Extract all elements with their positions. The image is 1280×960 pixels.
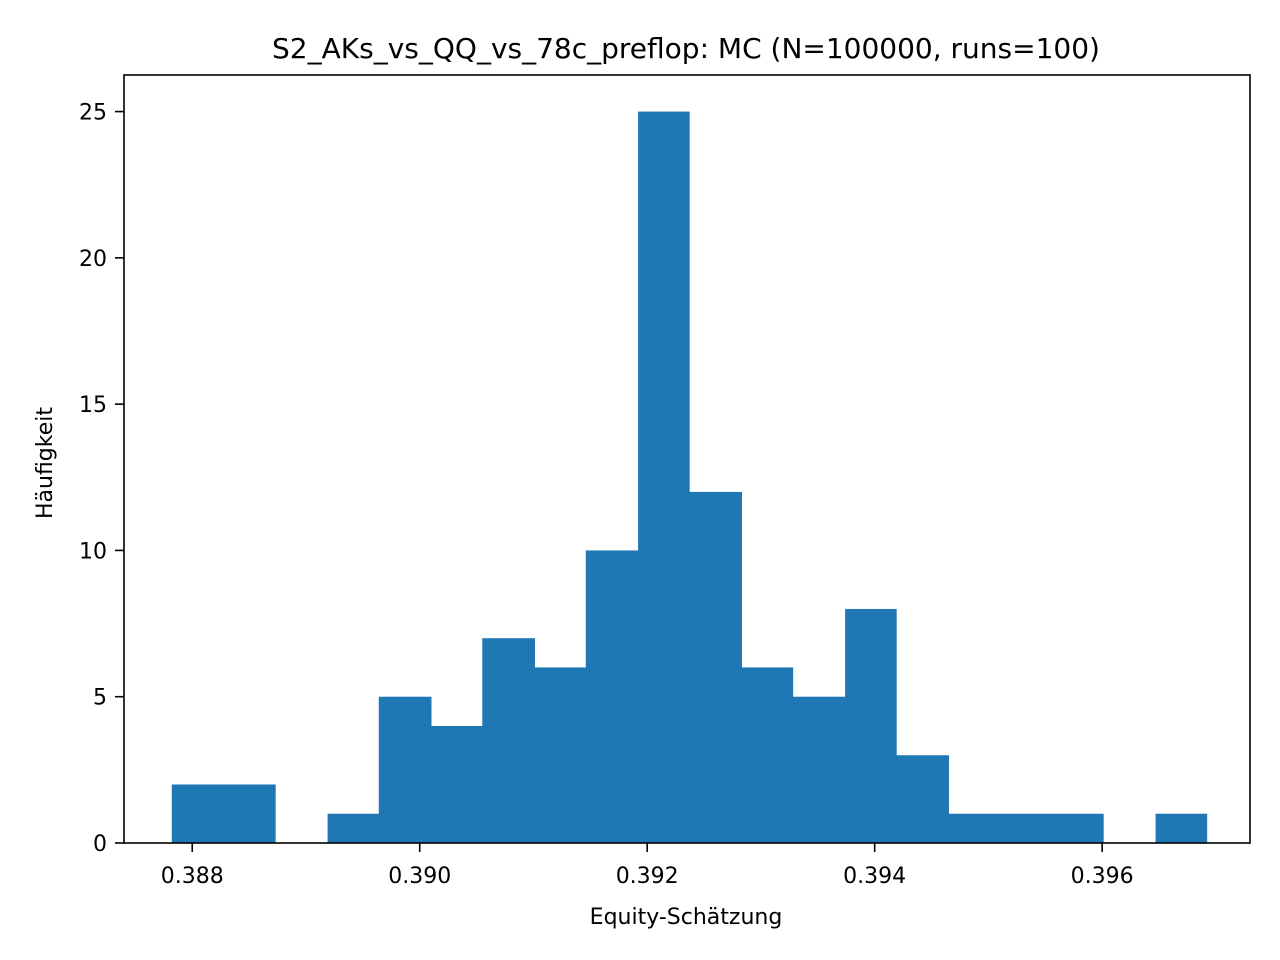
histogram-bar	[948, 813, 1001, 843]
histogram-bar	[741, 667, 794, 843]
histogram-bar	[585, 550, 639, 843]
x-tick-label: 0.388	[161, 864, 224, 889]
histogram-bar	[638, 111, 690, 844]
y-tick-label: 15	[79, 393, 107, 418]
histogram-bar	[378, 696, 432, 843]
y-tick-label: 20	[79, 247, 107, 272]
axes-frame	[123, 74, 1251, 844]
x-axis-ticks: 0.388 0.390 0.392 0.394 0.396	[161, 843, 1134, 889]
histogram-bar	[1155, 813, 1208, 843]
histogram-bar	[999, 813, 1053, 843]
y-tick-label: 25	[79, 101, 107, 126]
y-tick-label: 5	[93, 686, 107, 711]
histogram-bar	[482, 638, 535, 843]
y-tick-label: 10	[79, 539, 107, 564]
histogram-bar	[845, 608, 897, 843]
histogram-bar	[431, 725, 483, 843]
histogram-bar	[171, 784, 225, 843]
x-tick-label: 0.396	[1071, 864, 1134, 889]
histogram-bar	[534, 667, 587, 843]
y-axis-ticks: 0 5 10 15 20 25	[79, 101, 124, 857]
histogram-bar	[896, 755, 949, 843]
histogram-bar	[1052, 813, 1104, 843]
x-axis-label: Equity-Schätzung	[590, 905, 783, 930]
y-tick-label: 0	[93, 832, 107, 857]
x-tick-label: 0.392	[616, 864, 679, 889]
x-tick-label: 0.390	[388, 864, 451, 889]
histogram-bar	[327, 813, 380, 843]
histogram-bars	[171, 111, 1208, 844]
chart-title: S2_AKs_vs_QQ_vs_78c_preflop: MC (N=10000…	[272, 32, 1100, 65]
histogram-bar	[792, 696, 846, 843]
y-axis-label: Häufigkeit	[33, 407, 58, 519]
histogram-bar	[224, 784, 276, 843]
histogram-bar	[689, 491, 742, 843]
x-tick-label: 0.394	[843, 864, 906, 889]
